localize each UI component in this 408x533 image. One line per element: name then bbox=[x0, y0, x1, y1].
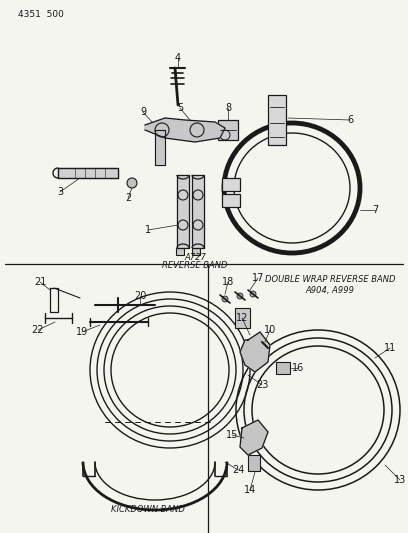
FancyBboxPatch shape bbox=[192, 248, 200, 255]
Text: 18: 18 bbox=[222, 277, 234, 287]
Text: 19: 19 bbox=[76, 327, 88, 337]
FancyBboxPatch shape bbox=[218, 120, 238, 140]
Circle shape bbox=[237, 293, 243, 299]
Text: 3: 3 bbox=[57, 187, 63, 197]
Polygon shape bbox=[155, 130, 165, 165]
Circle shape bbox=[127, 178, 137, 188]
Text: 4: 4 bbox=[175, 53, 181, 63]
Text: 13: 13 bbox=[394, 475, 406, 485]
FancyBboxPatch shape bbox=[268, 95, 286, 145]
FancyBboxPatch shape bbox=[235, 308, 250, 328]
Text: 10: 10 bbox=[264, 325, 276, 335]
FancyBboxPatch shape bbox=[222, 178, 240, 191]
FancyBboxPatch shape bbox=[276, 362, 290, 374]
Text: 22: 22 bbox=[32, 325, 44, 335]
Polygon shape bbox=[145, 118, 225, 142]
Text: REVERSE BAND: REVERSE BAND bbox=[162, 262, 228, 271]
Text: 20: 20 bbox=[134, 291, 146, 301]
Text: 15: 15 bbox=[226, 430, 238, 440]
Polygon shape bbox=[240, 420, 268, 455]
FancyBboxPatch shape bbox=[222, 194, 240, 207]
Polygon shape bbox=[192, 175, 204, 248]
Text: 6: 6 bbox=[347, 115, 353, 125]
Text: 17: 17 bbox=[252, 273, 264, 283]
Circle shape bbox=[250, 291, 256, 297]
Text: 11: 11 bbox=[384, 343, 396, 353]
Text: 1: 1 bbox=[145, 225, 151, 235]
Text: 14: 14 bbox=[244, 485, 256, 495]
Circle shape bbox=[222, 296, 228, 302]
Text: 9: 9 bbox=[140, 107, 146, 117]
Text: 2: 2 bbox=[125, 193, 131, 203]
Text: 12: 12 bbox=[236, 313, 248, 323]
Text: 4351  500: 4351 500 bbox=[18, 10, 64, 19]
Text: 21: 21 bbox=[34, 277, 46, 287]
Text: DOUBLE WRAP REVERSE BAND: DOUBLE WRAP REVERSE BAND bbox=[265, 276, 395, 285]
Polygon shape bbox=[58, 168, 118, 178]
FancyBboxPatch shape bbox=[248, 455, 260, 471]
Polygon shape bbox=[177, 175, 189, 248]
Text: 5: 5 bbox=[177, 103, 183, 113]
Text: 24: 24 bbox=[232, 465, 244, 475]
Polygon shape bbox=[240, 332, 270, 372]
Text: 8: 8 bbox=[225, 103, 231, 113]
FancyBboxPatch shape bbox=[176, 248, 184, 255]
Text: 16: 16 bbox=[292, 363, 304, 373]
Circle shape bbox=[261, 341, 269, 349]
Text: 7: 7 bbox=[372, 205, 378, 215]
Text: A904, A999: A904, A999 bbox=[306, 286, 355, 295]
Text: A727: A727 bbox=[184, 254, 206, 262]
Text: KICKDOWN BAND: KICKDOWN BAND bbox=[111, 505, 185, 514]
Text: 23: 23 bbox=[256, 380, 268, 390]
